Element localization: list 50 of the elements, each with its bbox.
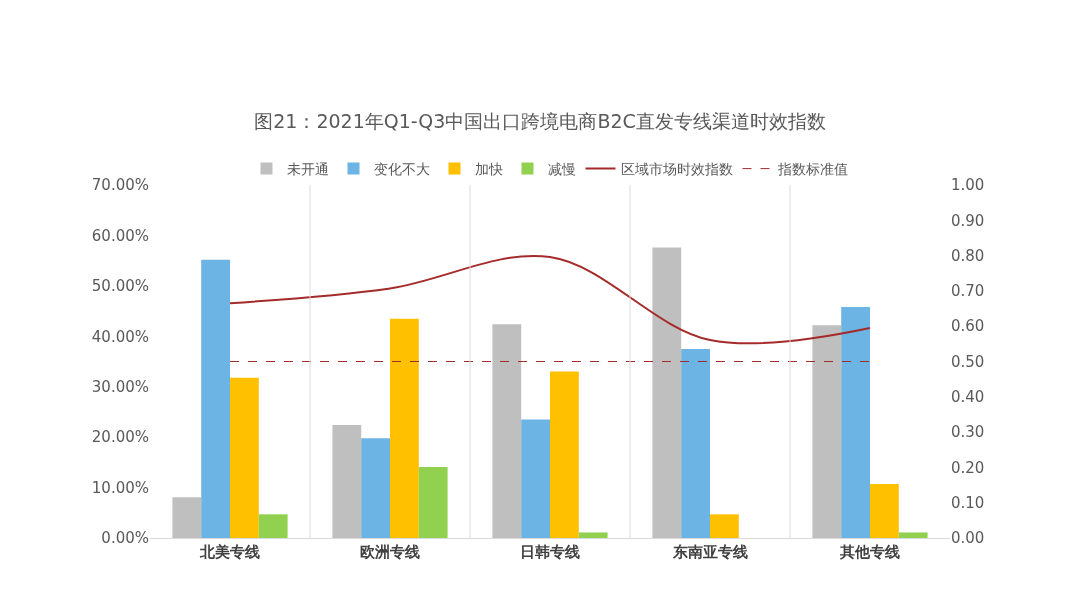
y-tick-label: 40.00% [91,327,149,346]
x-tick-label: 欧洲专线 [360,543,420,561]
bar [230,377,259,538]
y2-tick-label: 0.10 [951,493,985,512]
legend-label: 指数标准值 [776,161,848,178]
bar [418,466,448,538]
y2-tick-label: 0.50 [951,352,985,371]
bar [550,371,579,538]
bar [870,484,899,538]
bar [201,259,230,538]
y2-tick-label: 0.00 [951,529,985,548]
bar [898,532,928,538]
y-tick-label: 70.00% [91,176,149,195]
bar [521,419,550,538]
y2-tick-label: 0.70 [951,282,985,301]
y-tick-label: 50.00% [91,277,149,296]
bar [578,532,608,538]
bar [652,247,682,538]
y2-tick-label: 0.40 [951,388,985,407]
y-tick-label: 10.00% [91,478,149,497]
y2-tick-label: 0.30 [951,423,985,442]
bar [332,425,362,538]
bar [841,307,870,538]
legend-label: 区域市场时效指数 [620,161,733,178]
y2-tick-label: 0.20 [951,458,985,477]
x-tick-label: 其他专线 [839,543,900,561]
bar [361,438,390,538]
legend-label: 加快 [474,161,503,178]
bar [492,324,522,538]
y2-tick-label: 0.80 [951,246,985,265]
x-tick-label: 东南亚专线 [671,543,748,561]
y-tick-label: 0.00% [101,529,149,548]
bar [812,325,842,538]
bar [172,497,202,538]
bar [258,514,288,538]
y-tick-label: 30.00% [91,377,149,396]
x-tick-label: 北美专线 [199,543,260,561]
legend-label: 未开通 [286,161,329,178]
bar [710,514,739,538]
y-tick-label: 60.00% [91,226,149,245]
bar [390,318,419,538]
bar [681,348,710,538]
y2-tick-label: 0.90 [951,211,985,230]
chart-title: 图21：2021年Q1-Q3中国出口跨境电商B2C直发专线渠道时效指数 [254,110,826,133]
y2-tick-label: 0.60 [951,317,985,336]
x-tick-label: 日韩专线 [520,543,580,561]
legend-label: 减慢 [547,161,576,178]
y-tick-label: 20.00% [91,428,149,447]
y2-tick-label: 1.00 [951,176,985,195]
legend-label: 变化不大 [373,161,430,178]
